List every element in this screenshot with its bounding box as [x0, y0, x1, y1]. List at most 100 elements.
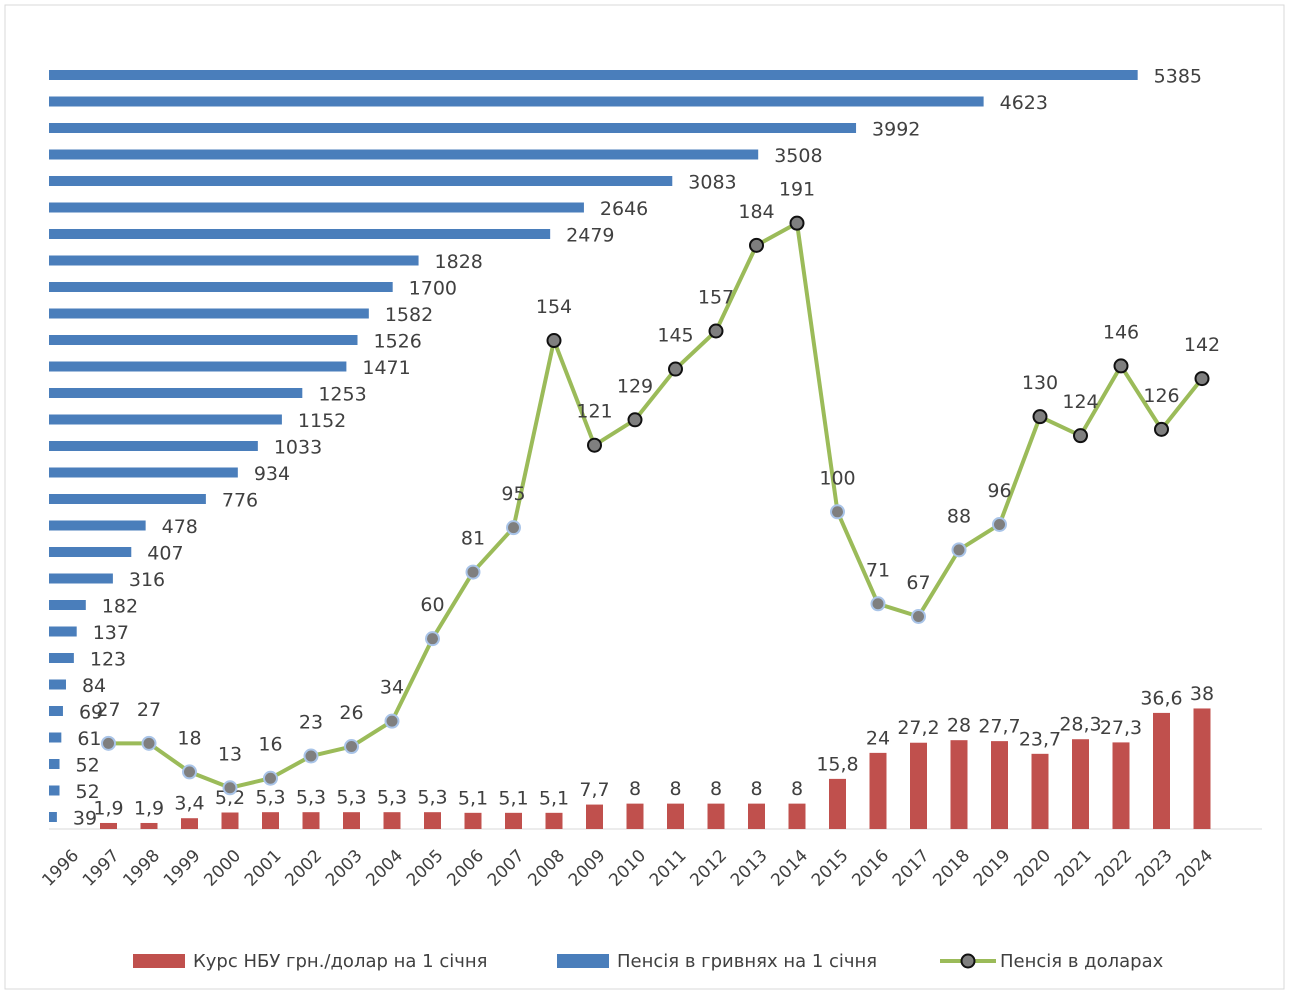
data-label: 8	[791, 778, 803, 800]
data-label: 28,3	[1059, 714, 1101, 736]
bar	[991, 741, 1008, 829]
data-label: 5,3	[296, 787, 326, 809]
data-label: 5385	[1154, 66, 1202, 88]
bar	[586, 804, 603, 829]
data-label: 1152	[298, 410, 346, 432]
data-label: 146	[1103, 321, 1139, 343]
data-label: 23	[299, 712, 323, 734]
data-label: 23,7	[1019, 728, 1061, 750]
line-marker	[506, 520, 521, 536]
bar	[49, 176, 673, 186]
data-label: 27,3	[1100, 717, 1142, 739]
bar	[49, 361, 347, 372]
line-marker	[1154, 421, 1169, 437]
line-marker	[587, 437, 602, 453]
data-label: 96	[987, 480, 1011, 502]
data-label: 3508	[774, 145, 822, 167]
data-label: 2646	[600, 198, 648, 220]
data-label: 934	[254, 463, 290, 485]
bar	[626, 803, 644, 829]
bar	[950, 740, 968, 829]
data-label: 3992	[872, 119, 920, 141]
line-marker	[749, 237, 764, 253]
line-marker	[384, 713, 400, 729]
data-label: 3083	[688, 172, 736, 194]
line-marker	[708, 323, 724, 339]
bar	[221, 812, 239, 829]
data-label: 1700	[409, 278, 457, 300]
data-label: 13	[218, 743, 242, 765]
bar	[505, 812, 522, 829]
bar	[49, 520, 146, 531]
line-marker	[992, 516, 1007, 532]
data-label: 1,9	[93, 797, 123, 819]
line-marker	[911, 608, 926, 624]
bar	[100, 822, 117, 829]
bar	[49, 335, 358, 345]
data-label: 84	[82, 675, 106, 697]
bar	[383, 812, 401, 829]
bar	[181, 818, 198, 829]
data-label: 38	[1190, 683, 1214, 705]
bar	[667, 803, 684, 829]
legend-label: Курс НБУ грн./долар на 1 січня	[193, 951, 487, 972]
legend-swatch	[557, 954, 609, 968]
data-label: 1582	[385, 304, 433, 326]
bar	[1031, 753, 1049, 829]
data-label: 154	[536, 296, 572, 318]
data-label: 28	[947, 715, 971, 737]
data-label: 36,6	[1140, 687, 1182, 709]
data-label: 182	[102, 596, 138, 618]
line-marker	[182, 764, 197, 780]
data-label: 191	[779, 179, 815, 201]
data-label: 3,4	[174, 793, 204, 815]
line-marker	[830, 504, 845, 520]
bar	[748, 803, 765, 829]
bar	[49, 759, 60, 769]
data-label: 478	[162, 516, 198, 538]
line-marker	[1113, 358, 1129, 374]
bar	[49, 255, 419, 266]
data-label: 129	[617, 375, 653, 397]
data-label: 776	[222, 490, 258, 512]
data-label: 1828	[435, 251, 483, 273]
data-label: 1526	[374, 331, 422, 353]
bar	[49, 467, 238, 478]
data-label: 15,8	[816, 753, 858, 775]
line-marker	[668, 361, 683, 377]
data-label: 34	[380, 677, 404, 699]
bar	[869, 752, 887, 829]
data-label: 88	[947, 505, 971, 527]
data-label: 5,1	[498, 787, 528, 809]
bar	[49, 123, 857, 133]
bar	[49, 785, 60, 796]
bar	[49, 494, 206, 504]
bar	[1112, 742, 1130, 829]
chart-frame	[4, 4, 1285, 990]
line-marker	[222, 780, 238, 796]
data-label: 1,9	[134, 797, 164, 819]
data-label: 69	[79, 702, 103, 724]
data-label: 60	[420, 594, 444, 616]
bar	[49, 149, 759, 160]
data-label: 316	[129, 569, 165, 591]
bar	[1072, 739, 1089, 829]
data-label: 27	[137, 699, 161, 721]
legend-swatch	[133, 954, 185, 968]
data-label: 26	[339, 702, 363, 724]
legend-label: Пенсія в доларах	[1000, 951, 1164, 972]
bar	[302, 812, 320, 829]
data-label: 27,2	[897, 717, 939, 739]
legend-label: Пенсія в гривнях на 1 січня	[617, 951, 877, 972]
line-marker	[1194, 371, 1210, 387]
data-label: 95	[501, 483, 525, 505]
data-label: 5,2	[215, 787, 245, 809]
bar	[788, 803, 806, 829]
bar	[49, 96, 984, 107]
bar	[49, 282, 393, 292]
data-label: 157	[698, 286, 734, 308]
data-label: 5,1	[458, 787, 488, 809]
data-label: 39	[73, 808, 97, 830]
data-label: 71	[866, 559, 890, 581]
